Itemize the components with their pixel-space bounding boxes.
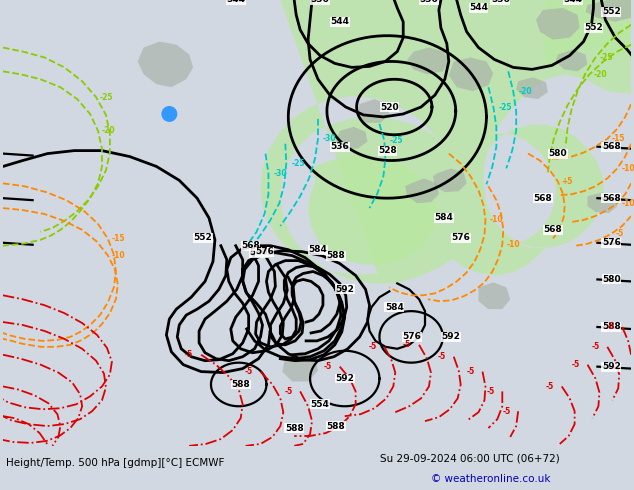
Polygon shape [138, 42, 193, 87]
Text: -5: -5 [185, 350, 193, 359]
Text: -5: -5 [546, 382, 554, 391]
Polygon shape [449, 57, 493, 91]
Text: -5: -5 [437, 352, 446, 361]
Text: 536: 536 [330, 142, 349, 151]
Polygon shape [536, 8, 579, 40]
Text: 568: 568 [602, 194, 621, 203]
Text: -20: -20 [593, 70, 607, 79]
Text: 552: 552 [193, 233, 212, 243]
Text: 528: 528 [378, 146, 397, 155]
Text: -5: -5 [486, 387, 495, 396]
Text: -5: -5 [502, 407, 510, 416]
Text: -25: -25 [100, 93, 113, 101]
Text: 576: 576 [602, 238, 621, 247]
Text: -25: -25 [389, 136, 403, 145]
Text: +5: +5 [562, 177, 573, 186]
Text: 560: 560 [249, 248, 268, 257]
Text: 544: 544 [330, 17, 349, 26]
Polygon shape [479, 282, 510, 309]
Polygon shape [405, 178, 439, 203]
Text: Su 29-09-2024 06:00 UTC (06+72): Su 29-09-2024 06:00 UTC (06+72) [380, 453, 560, 463]
Text: -5: -5 [368, 343, 377, 351]
Text: -15: -15 [112, 234, 126, 244]
Text: Height/Temp. 500 hPa [gdmp][°C] ECMWF: Height/Temp. 500 hPa [gdmp][°C] ECMWF [6, 458, 224, 468]
Text: 580: 580 [602, 275, 621, 284]
Text: 520: 520 [380, 102, 399, 112]
Text: -10: -10 [621, 164, 634, 173]
Text: 592: 592 [441, 332, 460, 342]
Text: 552: 552 [584, 23, 603, 32]
Polygon shape [544, 0, 631, 72]
Text: -5: -5 [592, 343, 600, 351]
Text: 568: 568 [602, 142, 621, 151]
Text: 544: 544 [226, 0, 245, 4]
Text: -5: -5 [615, 229, 623, 238]
Polygon shape [336, 127, 368, 148]
Text: -10: -10 [489, 216, 503, 224]
Text: -25: -25 [599, 53, 613, 62]
Text: 588: 588 [285, 423, 304, 433]
Text: -5: -5 [571, 360, 579, 369]
Polygon shape [407, 48, 449, 74]
Text: -10: -10 [507, 240, 520, 249]
Text: 576: 576 [255, 247, 274, 256]
Polygon shape [433, 169, 467, 192]
Text: 588: 588 [231, 380, 250, 389]
Text: 552: 552 [602, 7, 621, 16]
Text: -25: -25 [498, 102, 512, 112]
Text: -30: -30 [273, 169, 287, 178]
Text: 584: 584 [385, 303, 404, 312]
Text: -10: -10 [112, 251, 126, 260]
Text: -25: -25 [291, 159, 305, 168]
Text: © weatheronline.co.uk: © weatheronline.co.uk [431, 474, 550, 484]
Polygon shape [588, 192, 618, 213]
Text: 588: 588 [327, 251, 345, 260]
Polygon shape [282, 352, 318, 382]
Text: -20: -20 [102, 126, 115, 135]
Text: -5: -5 [284, 387, 292, 396]
Polygon shape [556, 49, 588, 72]
Text: 588: 588 [602, 322, 621, 332]
Text: 554: 554 [311, 400, 330, 409]
Text: 584: 584 [309, 245, 327, 254]
Text: 584: 584 [434, 214, 453, 222]
Text: -20: -20 [518, 87, 532, 96]
Text: -5: -5 [324, 362, 332, 371]
Text: 592: 592 [335, 285, 354, 294]
Polygon shape [358, 99, 389, 123]
Text: 568: 568 [543, 225, 562, 234]
Text: 544: 544 [469, 3, 488, 12]
Text: -5: -5 [403, 341, 411, 349]
Text: -15: -15 [611, 134, 624, 143]
Polygon shape [261, 0, 631, 283]
Text: 576: 576 [451, 233, 470, 243]
Polygon shape [586, 0, 631, 22]
Text: 576: 576 [403, 332, 422, 342]
Text: -5: -5 [606, 322, 614, 332]
Text: 568: 568 [241, 241, 260, 250]
Text: -10: -10 [621, 198, 634, 208]
Text: 580: 580 [548, 149, 567, 158]
Text: 588: 588 [327, 421, 345, 431]
Text: 536: 536 [420, 0, 438, 4]
Text: -5: -5 [467, 367, 475, 376]
Text: -5: -5 [245, 367, 253, 376]
Text: 568: 568 [534, 194, 552, 203]
Text: 592: 592 [335, 374, 354, 383]
Text: 536: 536 [311, 0, 329, 4]
Text: 592: 592 [602, 362, 621, 371]
Polygon shape [516, 77, 548, 99]
Circle shape [162, 107, 176, 121]
Polygon shape [308, 157, 437, 265]
Text: -30: -30 [323, 134, 337, 143]
Text: 536: 536 [491, 0, 510, 4]
Text: 544: 544 [563, 0, 582, 4]
